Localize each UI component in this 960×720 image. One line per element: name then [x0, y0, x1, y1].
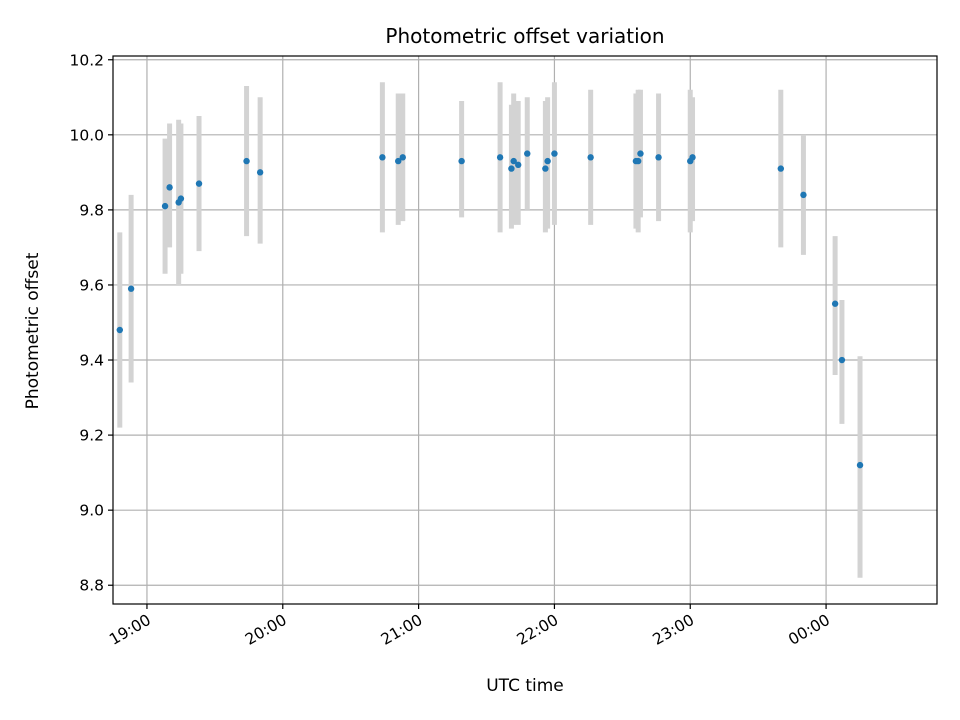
y-tick-label: 9.6: [79, 276, 104, 294]
data-point: [800, 191, 807, 199]
y-axis-label: Photometric offset: [23, 252, 43, 409]
y-tick-label: 10.2: [69, 51, 104, 69]
grid: [113, 56, 937, 604]
y-tick-label: 9.0: [79, 502, 104, 520]
data-point: [177, 195, 185, 202]
data-point: [524, 150, 531, 157]
y-tick-label: 9.2: [79, 427, 104, 445]
data-point: [551, 150, 558, 157]
data-point: [544, 157, 551, 165]
data-point: [161, 202, 169, 210]
data-point: [831, 300, 839, 307]
data-point: [395, 157, 402, 165]
y-tick-label: 9.4: [79, 352, 104, 370]
data-point: [856, 461, 864, 469]
data-point: [689, 154, 696, 161]
data-point: [243, 157, 250, 165]
data-point: [496, 154, 504, 161]
data-point: [458, 157, 465, 165]
data-point: [777, 165, 785, 172]
data-point: [256, 169, 264, 176]
y-tick-label: 9.8: [79, 201, 104, 219]
data-point: [166, 184, 173, 191]
data-point: [116, 326, 123, 334]
chart-title: Photometric offset variation: [385, 24, 664, 48]
data-point: [637, 150, 644, 157]
data-point: [510, 157, 517, 165]
data-point: [379, 154, 386, 161]
y-tick-label: 10.0: [69, 126, 104, 144]
data-point: [655, 154, 662, 161]
data-point: [508, 165, 515, 172]
data-point: [838, 356, 846, 364]
data-point: [587, 154, 594, 161]
y-tick-label: 8.8: [79, 577, 104, 595]
data-point: [515, 161, 522, 169]
data-point: [399, 154, 406, 161]
data-point: [127, 285, 135, 292]
data-point: [542, 165, 549, 172]
data-points: [116, 150, 864, 469]
data-point: [195, 180, 203, 187]
x-axis-label: UTC time: [486, 676, 564, 696]
plot-frame: [112, 55, 938, 605]
data-point: [634, 157, 642, 165]
